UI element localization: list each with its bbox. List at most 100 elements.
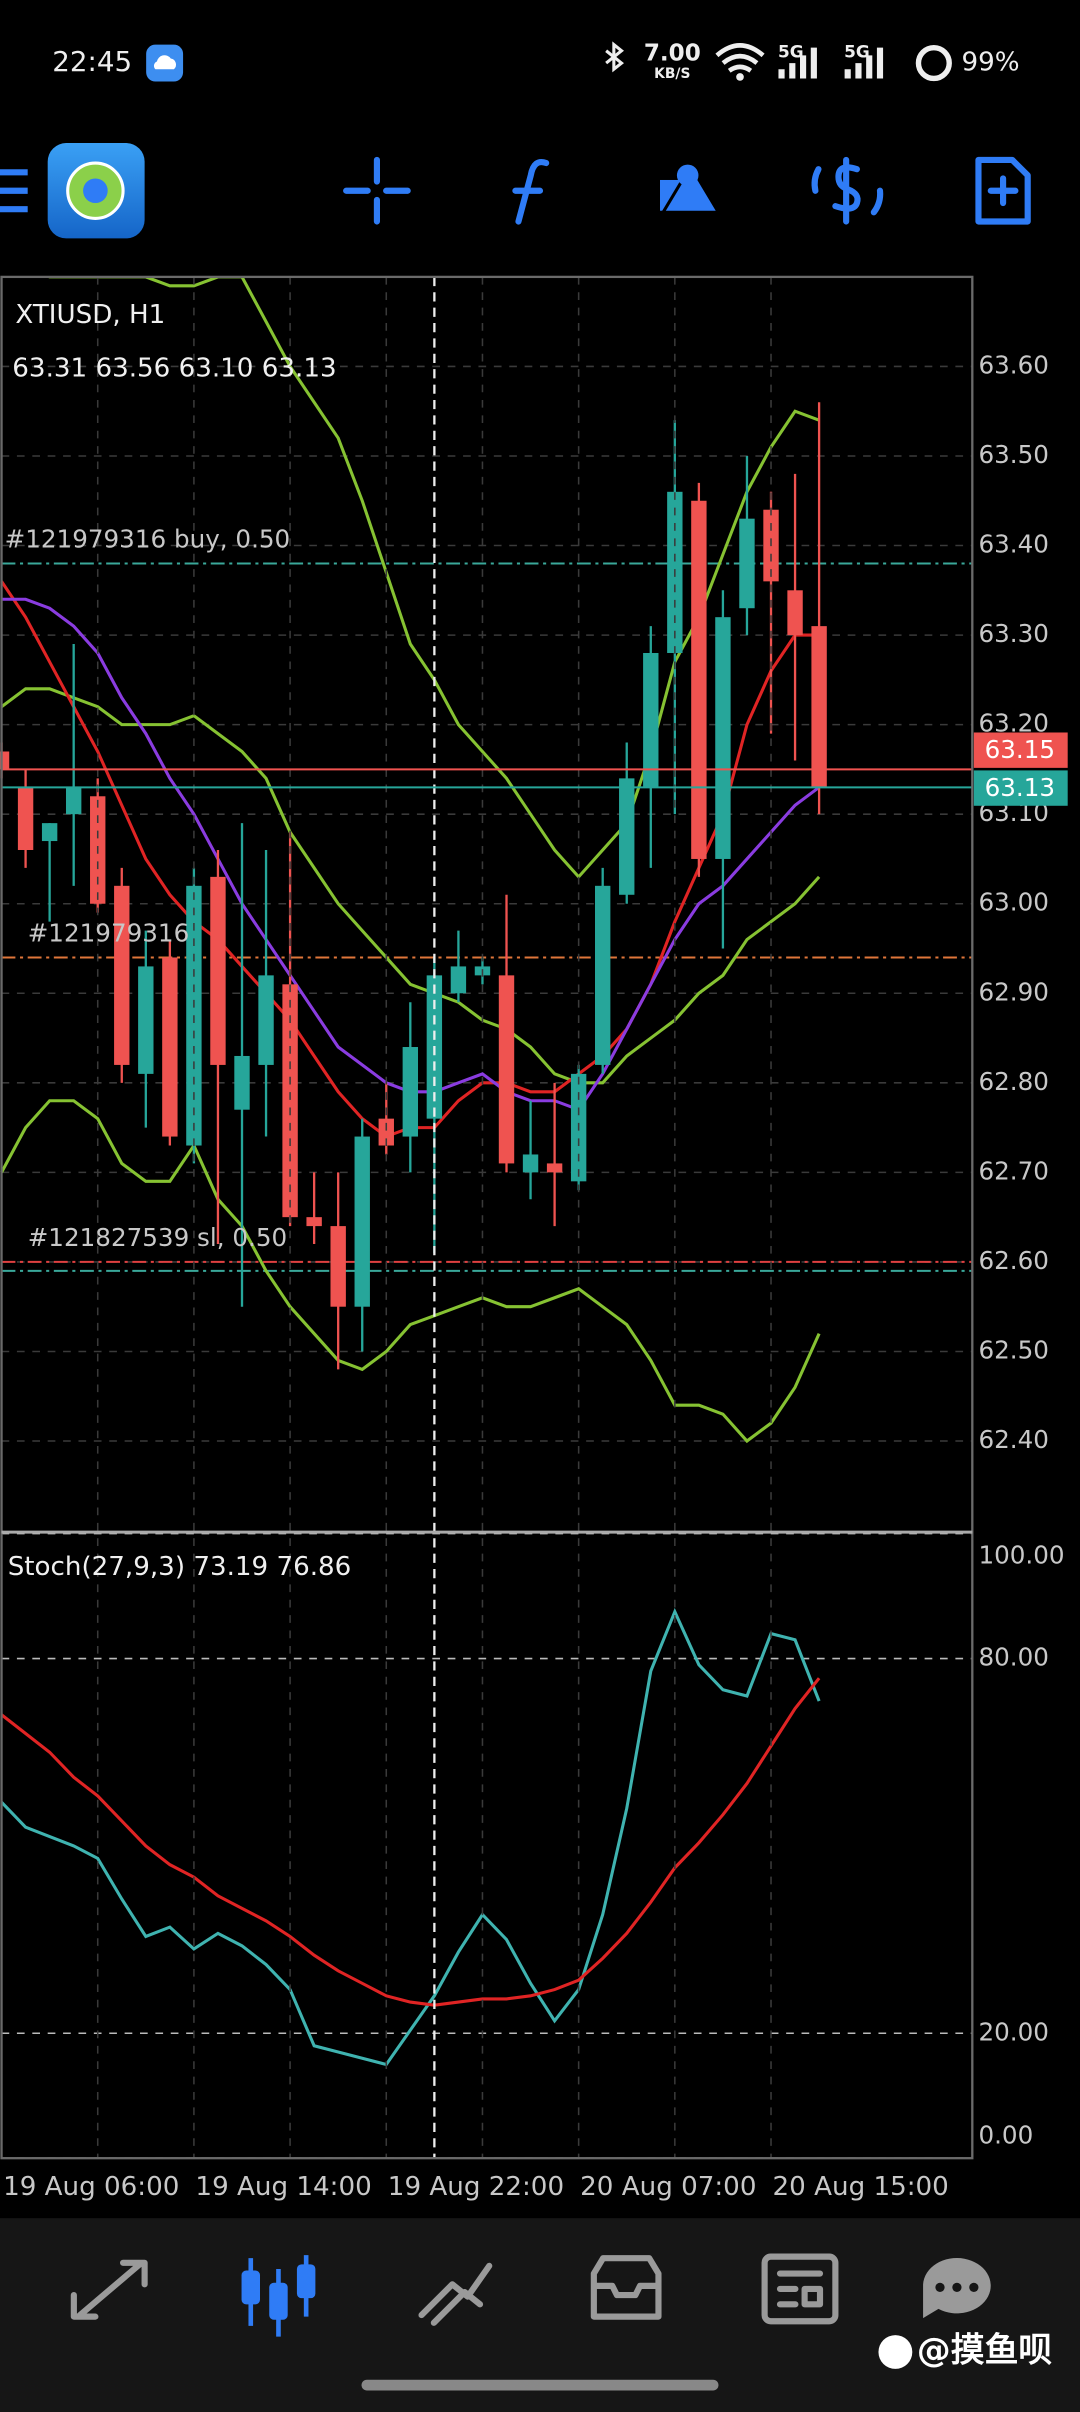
y-tick-label: 62.50 — [978, 1335, 1048, 1364]
indicator-line — [45, 276, 820, 880]
candle-body — [234, 1055, 250, 1110]
candle-body — [787, 590, 803, 636]
candle-body — [258, 975, 274, 1065]
x-tick-label: 19 Aug 06:00 — [3, 2172, 179, 2202]
y-tick-label: 63.30 — [978, 619, 1048, 648]
new-order-button[interactable] — [975, 156, 1031, 225]
candle-body — [114, 885, 130, 1065]
order-label: #121979316 buy, 0.50 — [5, 524, 291, 553]
candle-body — [691, 500, 707, 859]
indicator-line — [0, 687, 821, 1085]
history-tab[interactable] — [590, 2255, 662, 2320]
trade-button[interactable] — [811, 156, 884, 225]
candle-body — [138, 966, 154, 1074]
candle-body — [715, 617, 731, 859]
status-bar: 22:45 7.00 KB/S 5G 5G 99% — [52, 40, 1019, 81]
signal-icon — [844, 47, 884, 79]
y-tick-label: 62.40 — [978, 1425, 1048, 1454]
chart-title: XTIUSD, H1 — [15, 300, 165, 330]
ask-box — [973, 732, 1068, 768]
candle-body — [643, 652, 659, 788]
candle-body — [162, 957, 178, 1137]
watermark-logo — [878, 2335, 913, 2369]
stoch-pane — [0, 1532, 973, 2159]
quotes-tab[interactable] — [70, 2259, 148, 2320]
chart-tab[interactable] — [241, 2255, 316, 2337]
candle-body — [811, 626, 827, 788]
net-speed-unit: KB/S — [654, 66, 690, 82]
candle-body — [739, 518, 755, 609]
y-tick-label: 0.00 — [978, 2121, 1033, 2150]
candle-body — [330, 1226, 346, 1307]
stoch-line — [0, 1677, 821, 2007]
y-tick-label: 62.60 — [978, 1246, 1048, 1275]
y-tick-label: 80.00 — [978, 1643, 1048, 1672]
candle-body — [498, 975, 515, 1164]
y-tick-label: 20.00 — [978, 2017, 1048, 2046]
watermark: @摸鱼呗 — [917, 2331, 1052, 2370]
candle-body — [402, 1047, 419, 1137]
y-tick-label: 63.60 — [978, 350, 1048, 379]
candle-body — [282, 984, 298, 1218]
battery-icon — [915, 44, 952, 82]
bid-box — [973, 770, 1068, 806]
clock: 22:45 — [52, 45, 132, 78]
battery-level: 99% — [962, 48, 1020, 78]
y-tick-label: 62.70 — [978, 1156, 1048, 1185]
y-tick-label: 100.00 — [978, 1541, 1064, 1570]
candle-body — [595, 885, 611, 1065]
net-speed: 7.00 — [644, 40, 701, 66]
network-label: 5G — [778, 41, 804, 61]
x-tick-label: 19 Aug 22:00 — [388, 2172, 564, 2202]
candle-body — [619, 778, 635, 895]
candle-body — [210, 876, 226, 1065]
cloud — [153, 55, 177, 70]
x-tick-label: 19 Aug 14:00 — [195, 2172, 371, 2202]
candle-body — [65, 787, 82, 815]
news-tab[interactable] — [761, 2253, 839, 2325]
bid-label: 63.13 — [985, 773, 1055, 802]
order-label: #121827539 sl, 0.50 — [28, 1223, 287, 1252]
candle-body — [306, 1217, 322, 1227]
stoch-title: Stoch(27,9,3) 73.19 76.86 — [8, 1552, 352, 1582]
signal-icon — [778, 47, 817, 79]
candle-body — [522, 1154, 539, 1173]
candle-body — [546, 1163, 563, 1173]
x-tick-label: 20 Aug 15:00 — [773, 2172, 949, 2202]
indicators-button[interactable] — [512, 159, 550, 225]
ohlc-label: 63.31 63.56 63.10 63.13 — [12, 354, 336, 384]
chart-area: 63.6063.5063.4063.3063.2063.1063.0062.90… — [0, 275, 1068, 2202]
chat-tab[interactable] — [923, 2258, 991, 2319]
app-icon-badge — [83, 178, 108, 204]
y-tick-label: 63.00 — [978, 888, 1048, 917]
indicator-line — [0, 1099, 821, 1444]
ask-label: 63.15 — [985, 735, 1055, 764]
candle-body — [378, 1118, 394, 1146]
bottom-nav — [0, 2218, 1080, 2412]
x-tick-label: 20 Aug 07:00 — [580, 2172, 756, 2202]
y-tick-label: 63.40 — [978, 530, 1048, 559]
stoch-line — [0, 1607, 821, 2067]
order-label: #121979316 — [28, 918, 190, 947]
y-tick-label: 63.50 — [978, 440, 1048, 469]
candle-body — [354, 1136, 370, 1307]
home-indicator — [361, 2379, 719, 2391]
y-tick-label: 62.90 — [978, 977, 1048, 1006]
toolbar — [0, 143, 1031, 239]
crosshair-button[interactable] — [343, 156, 411, 225]
candle-body — [0, 751, 10, 770]
price-pane — [0, 276, 973, 1444]
frame — [0, 275, 974, 2160]
wifi-dot — [736, 73, 744, 81]
trade-tab[interactable] — [418, 2262, 493, 2326]
wifi-icon — [715, 43, 765, 73]
bluetooth-icon — [605, 41, 625, 73]
menu-button[interactable] — [0, 169, 28, 213]
candle-body — [17, 787, 34, 851]
candle-body — [41, 823, 58, 842]
objects-button[interactable] — [660, 163, 722, 214]
network-label: 5G — [844, 41, 870, 61]
y-tick-label: 62.80 — [978, 1067, 1048, 1096]
